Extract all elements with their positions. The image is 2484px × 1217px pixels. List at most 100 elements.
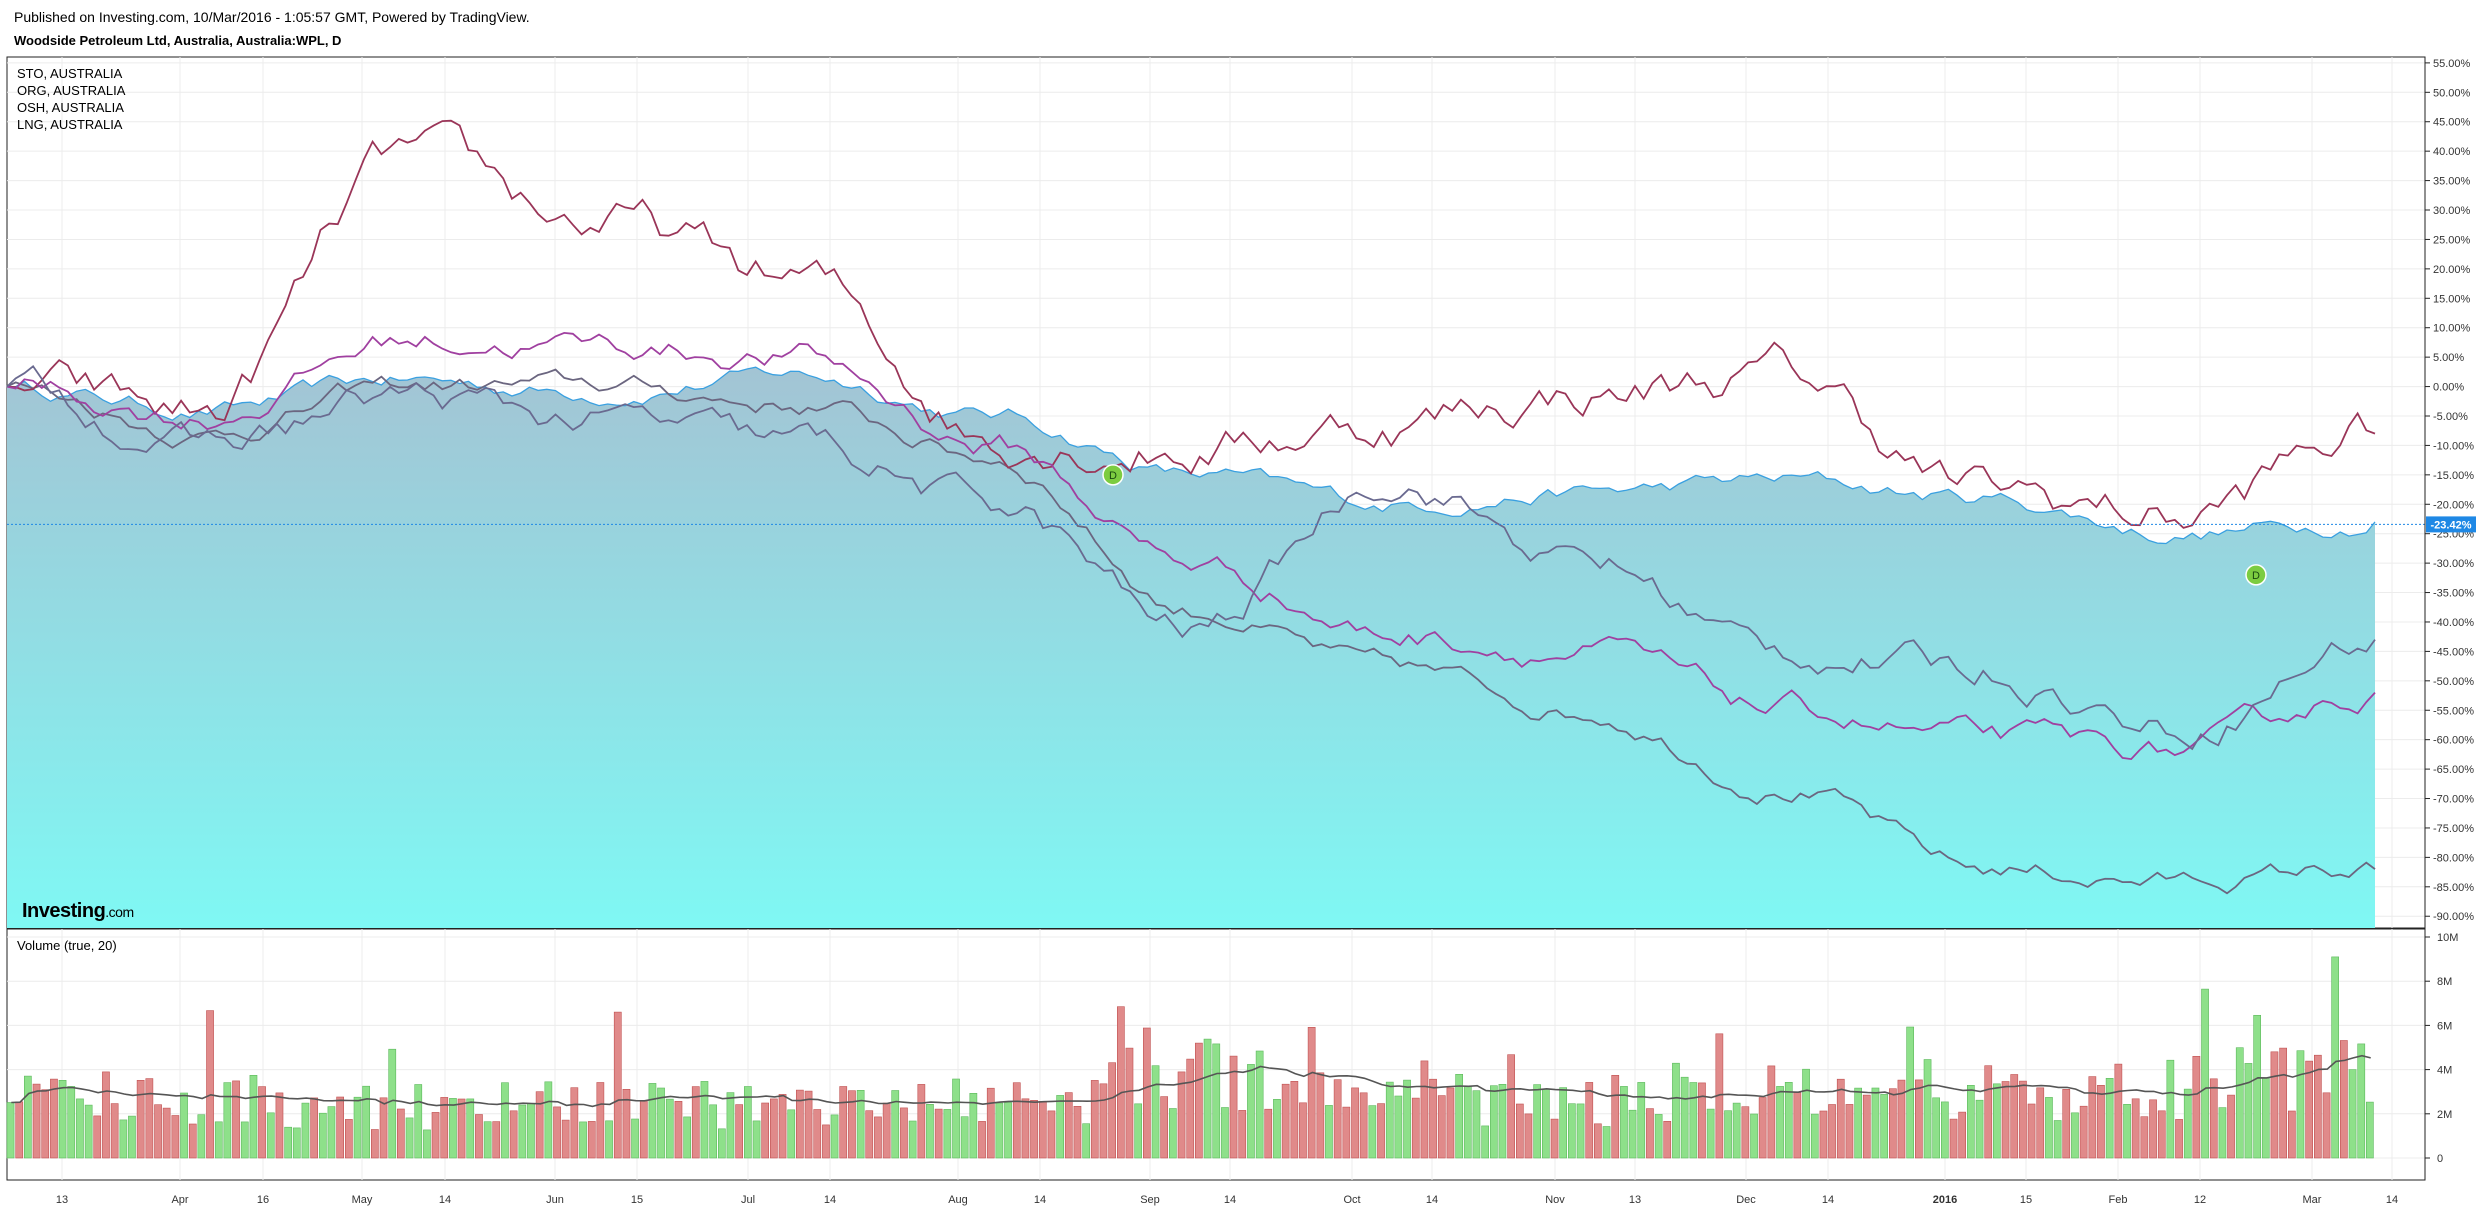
volume-bar: [23, 1075, 32, 1159]
volume-bar: [1030, 1100, 1038, 1159]
volume-bar: [2270, 1051, 2279, 1159]
volume-bar: [856, 1090, 865, 1159]
volume-bar: [1064, 1092, 1073, 1159]
volume-bar: [900, 1107, 908, 1159]
volume-bar: [1889, 1088, 1897, 1159]
y-tick-label: -80.00%: [2433, 852, 2474, 864]
volume-bar: [431, 1112, 440, 1159]
volume-bar: [1186, 1058, 1195, 1159]
volume-bar: [1429, 1078, 1437, 1159]
x-tick-label: Nov: [1545, 1194, 1565, 1206]
volume-bar: [553, 1106, 561, 1159]
volume-bar: [2305, 1060, 2314, 1159]
volume-bar: [1394, 1095, 1403, 1159]
volume-bar: [475, 1114, 483, 1159]
y-tick-label: -85.00%: [2433, 882, 2474, 894]
volume-bar: [761, 1102, 769, 1159]
volume-bar: [1385, 1081, 1394, 1159]
legend-item-org[interactable]: ORG, AUSTRALIA: [17, 83, 126, 98]
volume-bar: [1949, 1118, 1958, 1159]
volume-bar: [1351, 1087, 1359, 1159]
volume-bar: [1862, 1094, 1871, 1159]
volume-bar: [969, 1093, 978, 1159]
volume-bar: [1169, 1108, 1177, 1159]
series-line-lng: [6, 364, 2376, 751]
volume-bar: [2001, 1081, 2010, 1159]
volume-bar: [440, 1097, 449, 1159]
volume-bar: [1490, 1085, 1498, 1159]
volume-bar: [396, 1108, 405, 1159]
volume-bar: [1377, 1103, 1385, 1159]
volume-bar: [1299, 1102, 1307, 1159]
published-line: Published on Investing.com, 10/Mar/2016 …: [14, 9, 530, 25]
dividend-marker: [1102, 464, 1124, 486]
volume-bar: [2131, 1098, 2140, 1159]
volume-bar: [1741, 1106, 1750, 1159]
volume-bar: [1117, 1006, 1125, 1159]
y-tick-label: -50.00%: [2433, 676, 2474, 688]
legend-item-lng[interactable]: LNG, AUSTRALIA: [17, 117, 123, 132]
volume-bar: [1455, 1074, 1463, 1159]
volume-bar: [1203, 1038, 1212, 1159]
volume-bar: [171, 1115, 180, 1159]
dividend-marker-label: D: [2252, 570, 2260, 582]
volume-bar: [544, 1081, 553, 1159]
x-tick-label: 14: [824, 1194, 836, 1206]
volume-bar: [318, 1112, 327, 1159]
legend-item-osh[interactable]: OSH, AUSTRALIA: [17, 100, 124, 115]
volume-bar: [1073, 1106, 1082, 1159]
volume-bar: [1195, 1042, 1203, 1159]
volume-bar: [1819, 1110, 1828, 1159]
volume-bar: [1680, 1076, 1689, 1159]
volume-bar: [605, 1120, 613, 1159]
volume-bar: [15, 1101, 24, 1159]
volume-bar: [102, 1071, 110, 1159]
volume-bar: [2357, 1043, 2366, 1159]
dividend-marker-label: D: [1109, 470, 1117, 482]
x-tick-label: 14: [1224, 1194, 1236, 1206]
volume-bar: [882, 1102, 891, 1159]
volume-bars: [6, 956, 2374, 1159]
volume-bar: [1090, 1080, 1099, 1159]
volume-bar: [1871, 1087, 1880, 1159]
volume-bar: [1151, 1065, 1160, 1159]
volume-bar: [830, 1114, 839, 1159]
volume-bar: [1975, 1099, 1984, 1159]
volume-bar: [787, 1109, 796, 1159]
volume-bar: [2157, 1110, 2166, 1159]
x-tick-label: 16: [257, 1194, 269, 1206]
volume-bar: [1758, 1097, 1767, 1159]
y-tick-label: 55.00%: [2433, 58, 2471, 70]
volume-bar: [1247, 1064, 1255, 1159]
volume-bar: [527, 1103, 535, 1159]
volume-bar: [2010, 1074, 2019, 1159]
y-tick-label: 35.00%: [2433, 176, 2471, 188]
volume-bar: [622, 1089, 631, 1159]
volume-bar: [1767, 1065, 1776, 1159]
volume-bar: [1698, 1082, 1706, 1159]
volume-bar: [362, 1085, 371, 1159]
y-tick-label: -75.00%: [2433, 823, 2474, 835]
volume-bar: [691, 1086, 700, 1159]
volume-bar: [2053, 1120, 2062, 1159]
y-tick-label: 30.00%: [2433, 205, 2471, 217]
volume-bar: [2114, 1063, 2123, 1159]
volume-bar: [1368, 1105, 1377, 1159]
volume-bar: [2288, 1110, 2296, 1159]
volume-bar: [1637, 1082, 1646, 1159]
volume-bar: [423, 1129, 431, 1159]
volume-bar: [501, 1082, 509, 1159]
volume-bar: [943, 1109, 952, 1159]
volume-bar: [32, 1083, 41, 1159]
volume-bar: [1082, 1123, 1090, 1159]
volume-bar: [1281, 1083, 1290, 1159]
volume-bar: [1845, 1104, 1854, 1159]
last-value-badge: [2426, 516, 2476, 533]
legend-item-sto[interactable]: STO, AUSTRALIA: [17, 66, 123, 81]
investing-logo: Investing.com: [22, 900, 134, 923]
x-tick-label: 14: [1034, 1194, 1046, 1206]
volume-bar: [735, 1104, 743, 1159]
volume-ma-line: [11, 1054, 2371, 1108]
volume-bar: [1620, 1086, 1628, 1159]
